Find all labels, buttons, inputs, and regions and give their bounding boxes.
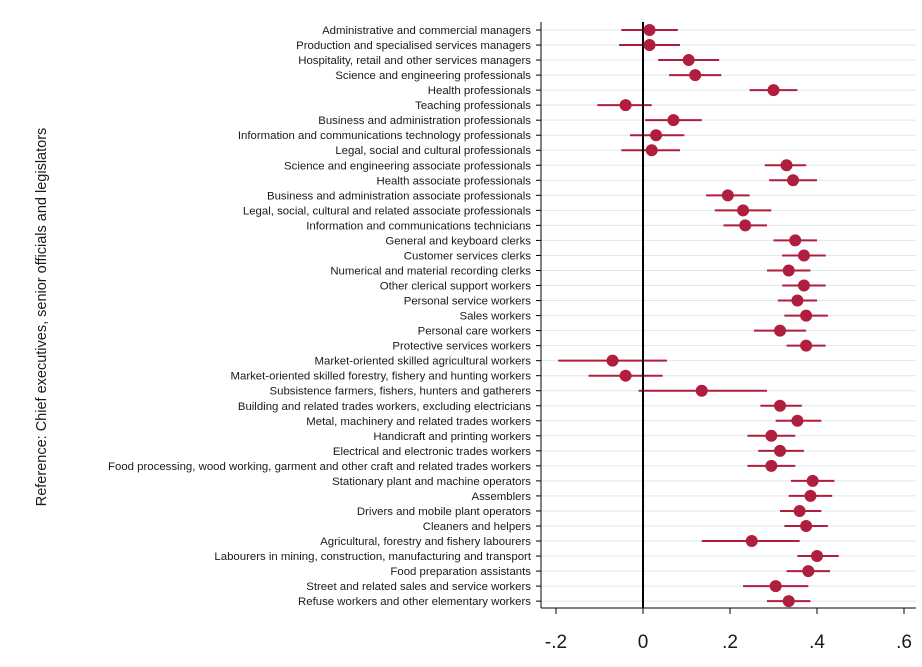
- point-marker: [682, 54, 695, 67]
- grid-lines: [541, 29, 916, 602]
- category-label: Market-oriented skilled forestry, fisher…: [231, 371, 532, 383]
- point-marker: [806, 474, 819, 487]
- category-label: Personal service workers: [404, 296, 532, 308]
- category-label: Other clerical support workers: [380, 281, 532, 293]
- point-marker: [769, 580, 782, 593]
- point-marker: [667, 114, 680, 127]
- category-label: Subsistence farmers, fishers, hunters an…: [270, 386, 532, 398]
- category-label: Science and engineering associate profes…: [284, 160, 531, 172]
- point-marker: [797, 249, 810, 262]
- category-label: Electrical and electronic trades workers: [333, 446, 531, 458]
- category-label: Building and related trades workers, exc…: [238, 401, 531, 413]
- point-marker: [745, 535, 758, 548]
- category-label: Agricultural, forestry and fishery labou…: [320, 536, 531, 548]
- category-label: Metal, machinery and related trades work…: [306, 416, 531, 428]
- category-label: Cleaners and helpers: [423, 521, 532, 533]
- category-label: Handicraft and printing workers: [373, 431, 531, 443]
- point-marker: [780, 159, 793, 172]
- x-tick-label: 0: [638, 632, 649, 653]
- point-marker: [739, 219, 752, 232]
- category-labels: Administrative and commercial managers Pr…: [108, 25, 532, 608]
- point-marker: [645, 144, 658, 157]
- point-marker: [619, 369, 632, 382]
- category-label: Drivers and mobile plant operators: [357, 506, 531, 518]
- category-label: Administrative and commercial managers: [322, 25, 531, 37]
- category-label: Legal, social and cultural professionals: [335, 145, 531, 157]
- point-marker: [765, 429, 778, 442]
- x-tick-label: -.2: [545, 632, 567, 653]
- category-label: Customer services clerks: [404, 250, 532, 262]
- point-marker: [737, 204, 750, 217]
- category-label: Street and related sales and service wor…: [306, 581, 531, 593]
- category-label: Sales workers: [459, 311, 531, 323]
- point-marker: [774, 324, 787, 337]
- point-marker: [800, 519, 813, 532]
- point-marker: [800, 339, 813, 352]
- point-marker: [811, 550, 823, 563]
- point-marker: [689, 69, 702, 82]
- category-label: Protective services workers: [392, 341, 531, 353]
- point-marker: [774, 444, 787, 457]
- x-tick-labels: -.2 0 .2 .4 .6: [545, 632, 912, 653]
- category-label: Hospitality, retail and other services m…: [298, 55, 531, 67]
- point-marker: [782, 595, 795, 608]
- category-label: Labourers in mining, construction, manuf…: [214, 551, 531, 563]
- point-marker: [791, 294, 804, 307]
- category-label: General and keyboard clerks: [385, 235, 531, 247]
- point-estimates: [606, 24, 823, 608]
- point-marker: [789, 234, 802, 247]
- category-label: Science and engineering professionals: [335, 70, 531, 82]
- point-marker: [695, 384, 708, 397]
- category-label: Refuse workers and other elementary work…: [298, 596, 531, 608]
- point-marker: [765, 459, 778, 472]
- category-label: Business and administration associate pr…: [267, 190, 531, 202]
- category-label: Teaching professionals: [415, 100, 531, 112]
- category-label: Numerical and material recording clerks: [330, 265, 531, 277]
- x-tick-label: .4: [809, 632, 825, 653]
- category-label: Business and administration professional…: [318, 115, 531, 127]
- category-label: Health professionals: [428, 85, 532, 97]
- y-axis-title: Reference: Chief executives, senior offi…: [34, 128, 50, 507]
- point-marker: [793, 504, 806, 517]
- category-label: Stationary plant and machine operators: [332, 476, 531, 488]
- point-marker: [787, 174, 800, 187]
- x-tick-label: .2: [722, 632, 738, 653]
- category-label: Information and communications technolog…: [238, 130, 531, 142]
- category-label: Food preparation assistants: [390, 566, 531, 578]
- category-label: Personal care workers: [418, 326, 532, 338]
- point-marker: [721, 189, 734, 202]
- category-label: Legal, social, cultural and related asso…: [243, 205, 531, 217]
- category-label: Information and communications technicia…: [306, 220, 531, 232]
- point-marker: [791, 414, 804, 427]
- point-marker: [802, 565, 815, 578]
- point-marker: [643, 24, 656, 36]
- category-label: Market-oriented skilled agricultural wor…: [315, 356, 532, 368]
- point-marker: [767, 84, 780, 97]
- point-marker: [804, 489, 817, 502]
- point-marker: [619, 99, 632, 112]
- point-marker: [800, 309, 813, 322]
- category-label: Production and specialised services mana…: [296, 40, 531, 52]
- point-marker: [643, 39, 656, 52]
- category-label: Assemblers: [471, 491, 531, 503]
- axes: [536, 22, 916, 614]
- point-marker: [606, 354, 619, 367]
- point-marker: [774, 399, 787, 412]
- point-marker: [650, 129, 663, 142]
- category-label: Health associate professionals: [377, 175, 532, 187]
- point-marker: [797, 279, 810, 292]
- x-tick-label: .6: [896, 632, 912, 653]
- category-label: Food processing, wood working, garment a…: [108, 461, 531, 473]
- point-marker: [782, 264, 795, 277]
